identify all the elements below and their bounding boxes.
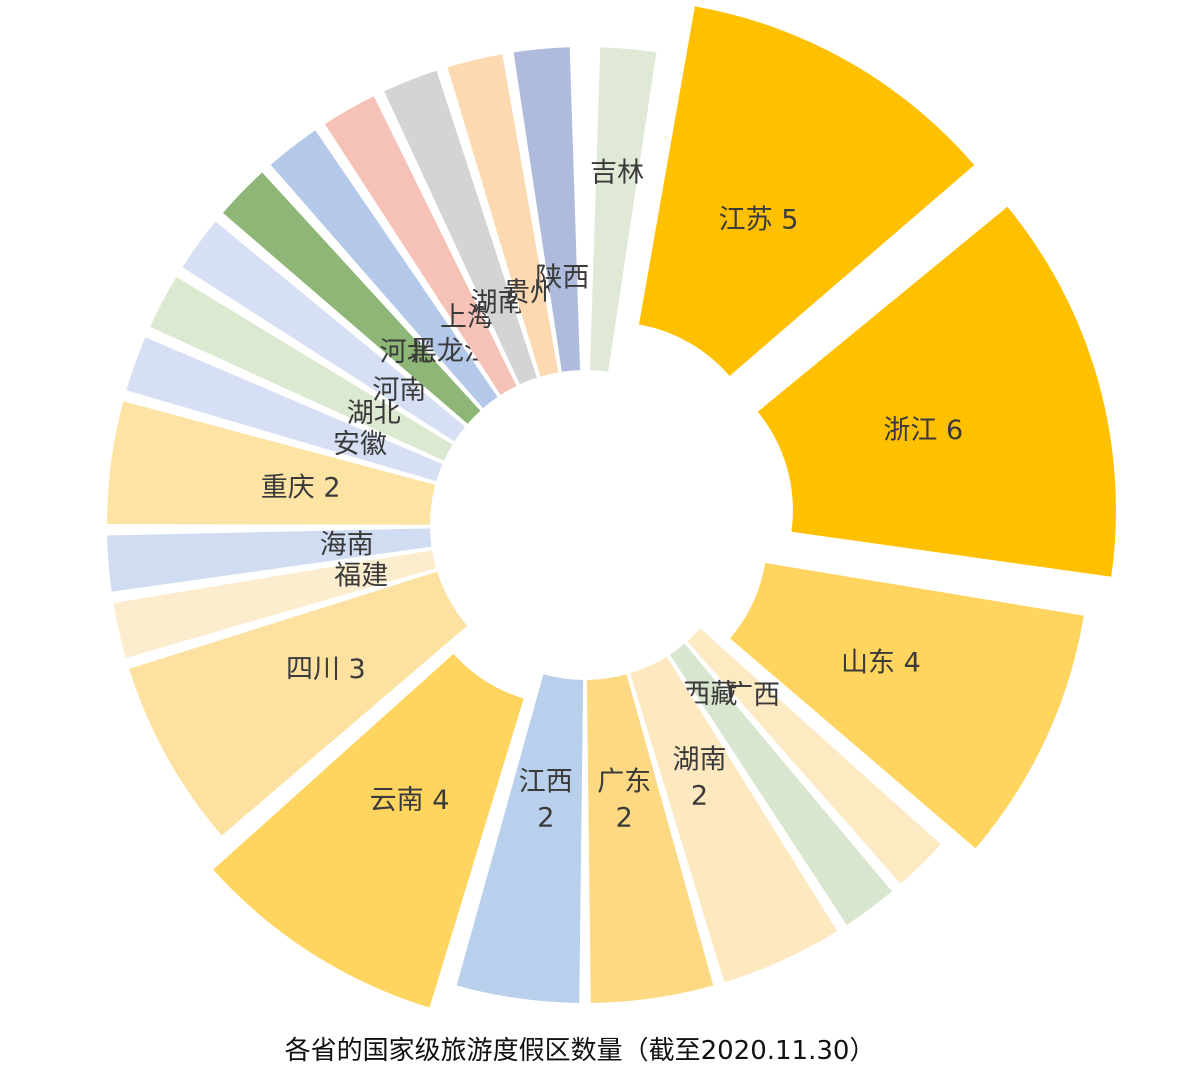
slice-黑龙江 [270, 130, 498, 409]
slice-湖南 [384, 70, 537, 385]
slice-贵州 [447, 54, 559, 377]
slice-label-河北: 河北 [380, 337, 434, 368]
slice-河北 [222, 172, 481, 424]
slice-label-贵州: 贵州 [503, 277, 557, 308]
slice-吉林 [589, 47, 657, 372]
slice-label-浙江: 浙江 6 [883, 415, 963, 446]
slice-广东 [586, 674, 714, 1003]
slice-山东 [730, 562, 1084, 849]
chart-caption: 各省的国家级旅游度假区数量（截至2020.11.30） [284, 1036, 876, 1066]
slice-福建 [113, 550, 437, 658]
slice-湖南 [630, 656, 838, 983]
slice-label-江苏: 江苏 5 [719, 204, 799, 235]
slice-label-福建: 福建 [334, 561, 388, 592]
slice-江苏 [638, 6, 975, 376]
slice-云南 [213, 653, 524, 1008]
slice-浙江 [757, 206, 1116, 577]
slice-陕西 [513, 47, 581, 372]
slice-广西 [687, 628, 941, 884]
slice-海南 [107, 528, 432, 592]
slice-label-江西: 江西 2 [519, 766, 573, 833]
slice-label-陕西: 陕西 [535, 262, 589, 293]
slice-安徽 [126, 337, 443, 482]
slice-上海 [324, 96, 517, 395]
slice-label-安徽: 安徽 [333, 429, 387, 460]
slice-label-湖北: 湖北 [347, 398, 401, 429]
slice-label-重庆: 重庆 2 [261, 472, 341, 503]
slice-重庆 [107, 401, 436, 525]
slice-label-海南: 海南 [320, 529, 374, 560]
slice-西藏 [669, 643, 893, 925]
slice-label-广东: 广东 2 [597, 766, 651, 833]
slice-label-云南: 云南 4 [370, 785, 450, 816]
slice-湖北 [150, 276, 453, 461]
slice-四川 [129, 571, 468, 836]
slice-label-湖南: 湖南 2 [672, 744, 726, 811]
slice-label-四川: 四川 3 [286, 654, 366, 685]
slice-江西 [456, 674, 584, 1003]
slice-label-山东: 山东 4 [841, 648, 921, 679]
slice-label-吉林: 吉林 [590, 158, 644, 189]
slice-河南 [182, 221, 466, 442]
